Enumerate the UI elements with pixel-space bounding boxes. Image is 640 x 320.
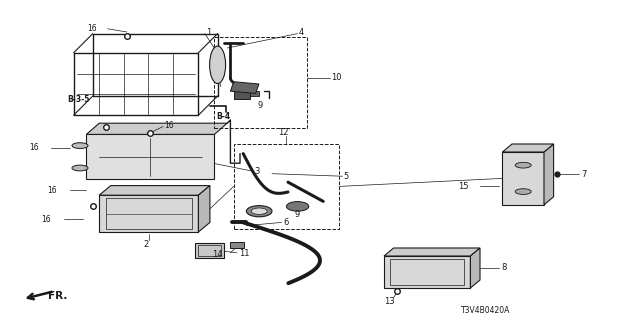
Ellipse shape xyxy=(209,46,225,84)
Polygon shape xyxy=(86,123,227,134)
Bar xyxy=(86,134,214,179)
Text: 16: 16 xyxy=(42,215,51,224)
Text: 13: 13 xyxy=(384,297,394,306)
Text: 15: 15 xyxy=(458,182,468,191)
Text: 4: 4 xyxy=(299,28,304,37)
Polygon shape xyxy=(384,248,480,256)
Ellipse shape xyxy=(287,202,308,211)
Text: 14: 14 xyxy=(212,250,223,259)
Text: B-3-5: B-3-5 xyxy=(67,95,90,104)
Text: 16: 16 xyxy=(47,186,56,195)
Text: 7: 7 xyxy=(581,170,586,179)
Bar xyxy=(234,90,250,99)
Bar xyxy=(198,245,221,256)
Text: B-4: B-4 xyxy=(216,112,230,121)
Text: 16: 16 xyxy=(87,24,97,33)
Bar xyxy=(250,91,259,96)
Text: 10: 10 xyxy=(332,73,342,82)
Text: 16: 16 xyxy=(164,121,174,130)
Text: 16: 16 xyxy=(29,143,38,152)
Text: T3V4B0420A: T3V4B0420A xyxy=(461,306,510,315)
Polygon shape xyxy=(502,144,554,152)
Text: 11: 11 xyxy=(239,249,249,258)
Text: 9: 9 xyxy=(294,210,300,219)
Bar xyxy=(214,37,307,128)
Bar xyxy=(384,256,470,288)
Ellipse shape xyxy=(251,208,268,214)
Ellipse shape xyxy=(515,189,531,195)
Text: 2: 2 xyxy=(143,240,148,249)
Polygon shape xyxy=(99,186,210,195)
Ellipse shape xyxy=(72,165,88,171)
Text: 5: 5 xyxy=(344,172,349,181)
Text: 9: 9 xyxy=(258,101,263,110)
Bar xyxy=(390,259,464,285)
Bar xyxy=(230,82,259,93)
Bar xyxy=(502,152,544,205)
Polygon shape xyxy=(198,186,210,232)
Ellipse shape xyxy=(72,143,88,148)
Ellipse shape xyxy=(515,162,531,168)
Text: 8: 8 xyxy=(501,263,506,273)
Text: 6: 6 xyxy=(283,218,288,227)
Polygon shape xyxy=(470,248,480,288)
Bar xyxy=(230,242,244,248)
Ellipse shape xyxy=(246,206,272,217)
Bar xyxy=(99,195,198,232)
Bar xyxy=(195,243,224,258)
Text: 3: 3 xyxy=(254,167,259,176)
Text: FR.: FR. xyxy=(48,291,67,301)
Bar xyxy=(106,198,192,229)
Polygon shape xyxy=(544,144,554,205)
Text: 12: 12 xyxy=(278,128,289,137)
Bar xyxy=(234,144,339,229)
Text: 1: 1 xyxy=(206,28,211,37)
